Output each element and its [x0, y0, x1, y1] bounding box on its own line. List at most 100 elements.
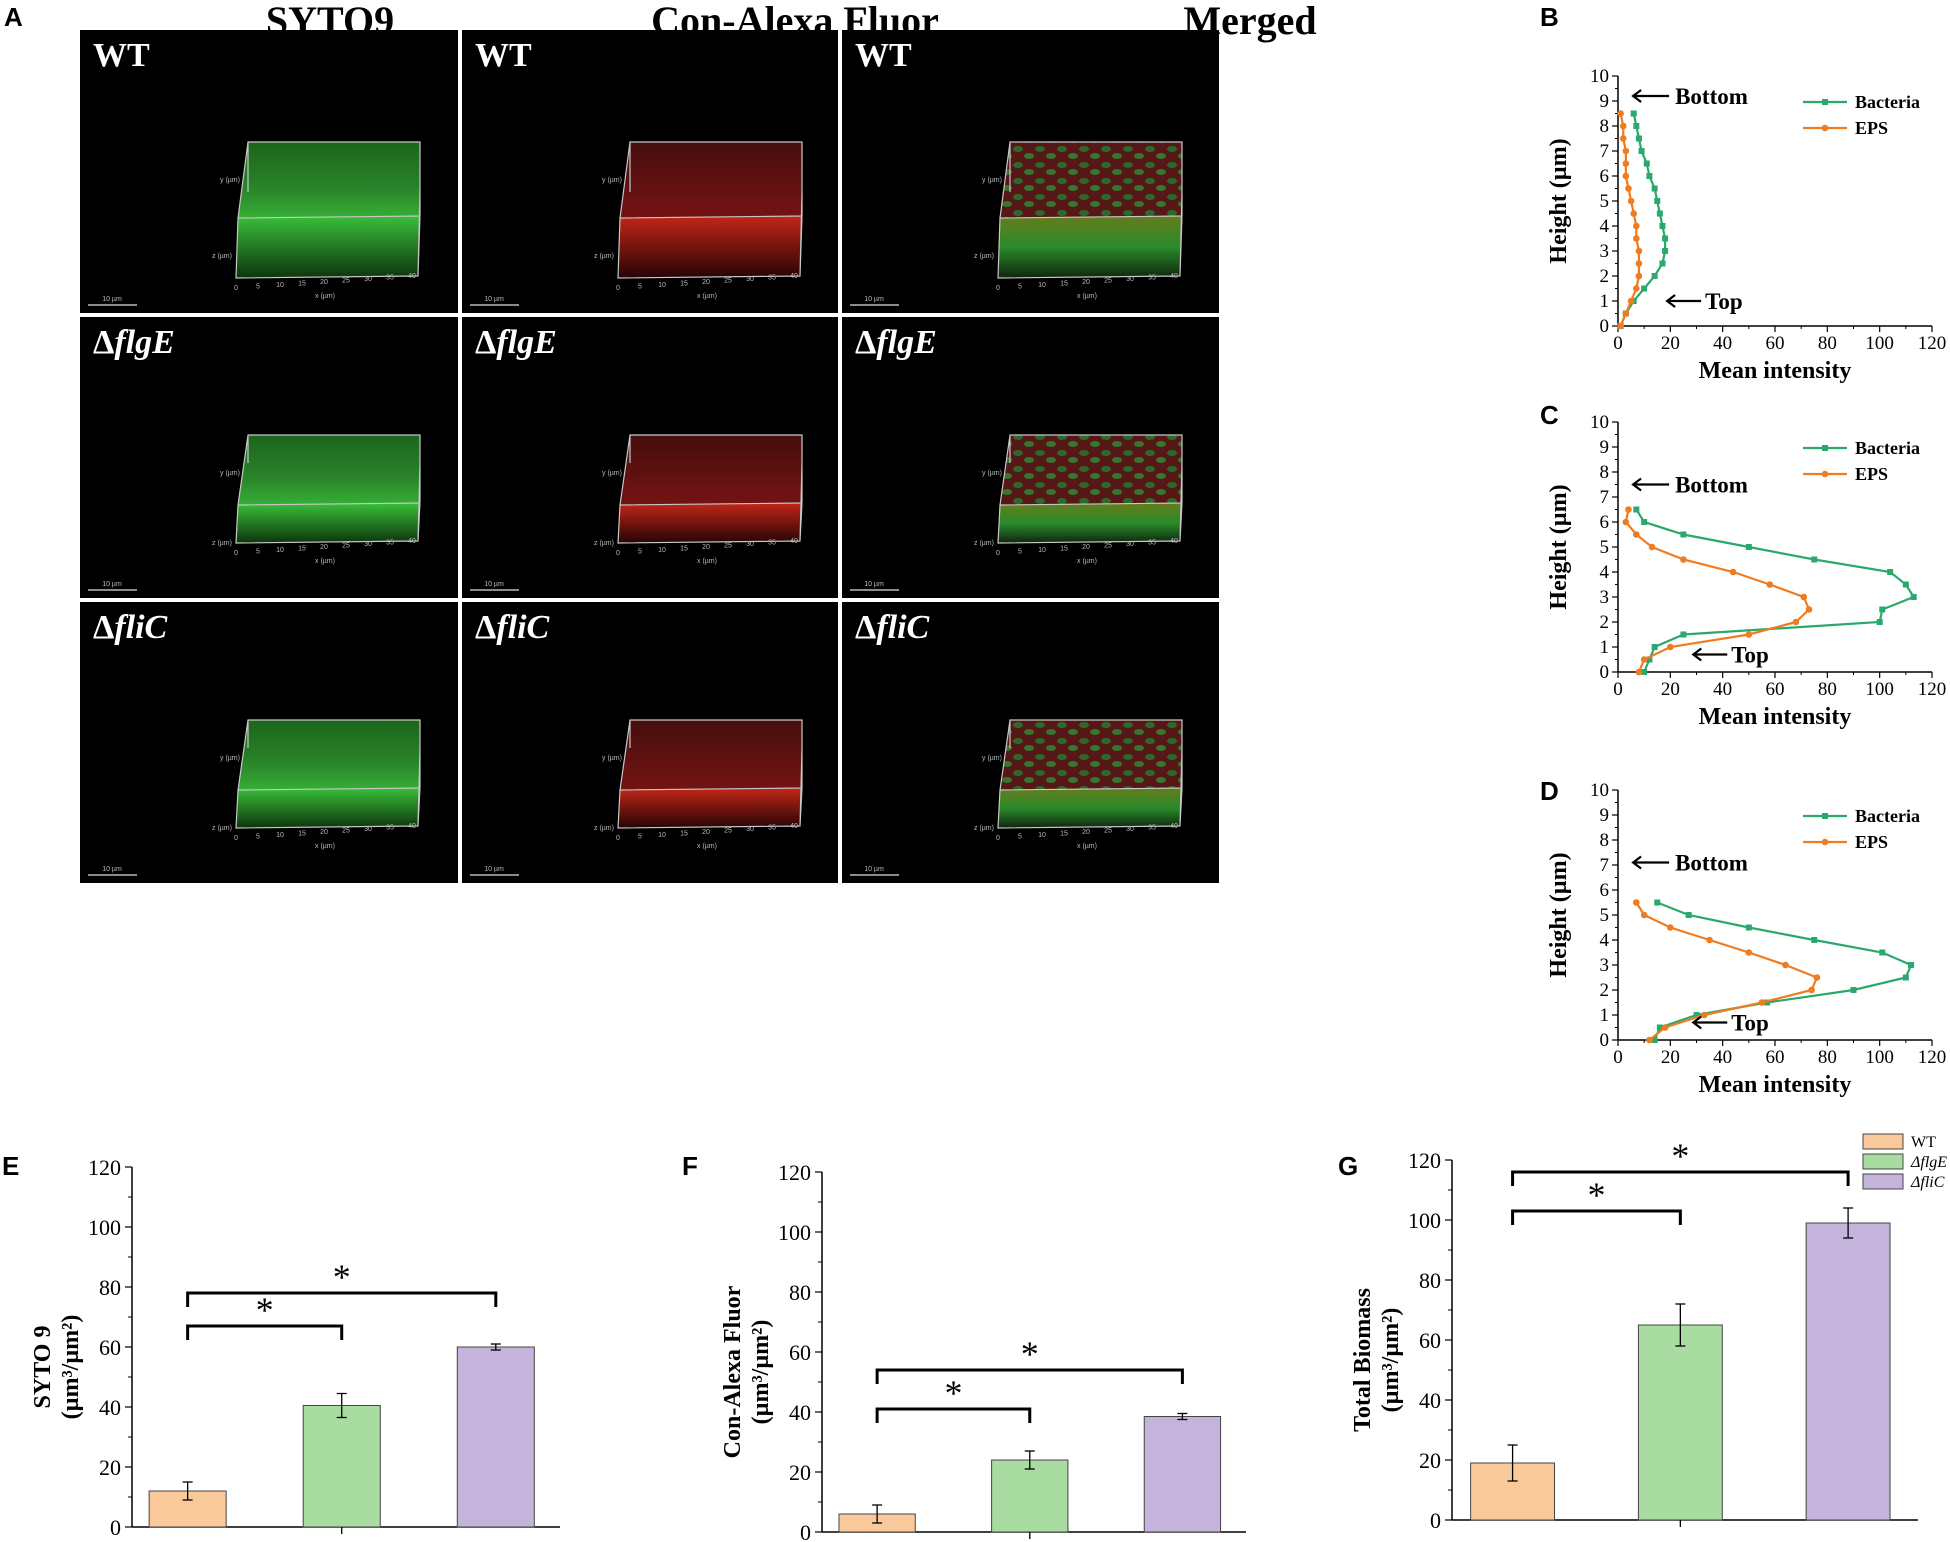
legend-label: Bacteria — [1855, 92, 1920, 112]
bacteria-point — [1633, 506, 1640, 513]
micro-x-tick: 25 — [342, 278, 350, 285]
micro-x-tick: 5 — [638, 284, 642, 291]
bacteria-point — [1745, 544, 1752, 550]
y-tick-label: 10 — [1590, 66, 1609, 87]
strain-prefix: Δ — [475, 609, 496, 646]
micro-x-tick: 40 — [408, 823, 416, 830]
micro-x-tick: 10 — [276, 547, 284, 554]
bacteria-point — [1811, 937, 1818, 943]
micro-x-tick: 20 — [320, 829, 328, 836]
micro-x-tick: 25 — [724, 828, 732, 835]
eps-point — [1766, 581, 1774, 588]
y-tick-label: 0 — [1430, 1508, 1441, 1533]
bacteria-point — [1633, 123, 1640, 129]
x-tick-label: 60 — [1766, 333, 1785, 354]
strain-prefix: Δ — [855, 324, 876, 361]
scale-bar-label: 10 µm — [864, 866, 884, 873]
x-tick-label: 20 — [1661, 1047, 1680, 1068]
legend-marker — [1821, 838, 1829, 846]
scale-bar-label: 10 µm — [864, 581, 884, 588]
eps-point — [1622, 147, 1630, 155]
x-tick-label: 60 — [1766, 679, 1785, 700]
scale-bar: 10 µm — [850, 866, 899, 876]
bacteria-point — [1641, 669, 1648, 675]
y-tick-label: 5 — [1600, 905, 1610, 926]
legend-label: Bacteria — [1855, 438, 1920, 458]
micro-x-tick: 20 — [1082, 279, 1090, 286]
bar-1 — [991, 1459, 1069, 1533]
y-tick-label: 5 — [1600, 537, 1610, 558]
micro-x-tick: 25 — [342, 828, 350, 835]
significance-bracket — [1511, 1170, 1850, 1186]
eps-point — [1622, 172, 1630, 180]
micro-x-tick: 35 — [768, 275, 776, 282]
legend-marker — [1822, 445, 1828, 451]
eps-point — [1648, 543, 1656, 551]
micro-x-tick: 15 — [1060, 831, 1068, 838]
eps-point — [1619, 135, 1627, 142]
annotation-bottom: Bottom — [1675, 851, 1748, 876]
x-tick-label: 0 — [1613, 679, 1623, 700]
bacteria-point — [1659, 260, 1666, 267]
biofilm-top-surface — [1000, 435, 1182, 505]
eps-point — [1622, 518, 1630, 526]
micro-x-tick: 0 — [234, 550, 238, 557]
y-tick-label: 2 — [1600, 612, 1610, 633]
strain-label: ΔfliC — [93, 609, 168, 646]
significance-star: * — [256, 1290, 274, 1330]
y-tick-label: 100 — [88, 1215, 121, 1240]
micro-x-label: x (µm) — [697, 293, 717, 300]
x-tick-label: 120 — [1918, 333, 1947, 354]
strain-prefix: Δ — [475, 324, 496, 361]
micro-x-label: x (µm) — [697, 843, 717, 850]
strain-label: WT — [475, 37, 532, 74]
bacteria-point — [1630, 110, 1637, 117]
biofilm-front-face — [618, 216, 802, 278]
micro-x-label: x (µm) — [1077, 843, 1097, 850]
strain-name: WT — [93, 37, 150, 74]
bacteria-point — [1656, 1024, 1663, 1031]
box-wireframe — [617, 719, 803, 829]
micro-x-tick: 25 — [1104, 828, 1112, 835]
micro-z-label: z (µm) — [974, 825, 994, 832]
eps-point — [1792, 618, 1800, 626]
strain-label: ΔflgE — [93, 324, 175, 361]
x-tick-label: 80 — [1818, 679, 1837, 700]
y-tick-label: 0 — [1600, 1030, 1610, 1051]
y-tick-label: 60 — [1419, 1328, 1441, 1353]
box-wireframe — [617, 434, 803, 544]
micro-x-label: x (µm) — [315, 558, 335, 565]
y-axis-title-line2: (µm³/µm²) — [1378, 1308, 1404, 1413]
micro-x-tick: 10 — [658, 547, 666, 554]
annotation-top: Top — [1731, 1011, 1769, 1036]
bacteria-point — [1910, 594, 1917, 600]
microscopy-grid: y (µm) z (µm) x (µm) 0 5 10 15 20 25 30 35 40 10 µm W… — [80, 30, 1219, 883]
scale-bar-label: 10 µm — [102, 296, 122, 303]
micro-z-label: z (µm) — [212, 825, 232, 832]
micrograph-flge-syto9: y (µm) z (µm) x (µm) 0 5 10 15 20 25 30 35 40 10 µm Δ… — [80, 317, 458, 598]
micro-x-tick: 30 — [364, 276, 372, 283]
bacteria-point — [1641, 285, 1648, 292]
micro-x-tick: 35 — [386, 825, 394, 832]
biofilm-top-surface — [620, 720, 802, 790]
y-tick-label: 9 — [1600, 805, 1610, 826]
bar-2 — [1143, 1416, 1222, 1533]
box-wireframe — [997, 141, 1183, 279]
micro-x-tick: 20 — [1082, 829, 1090, 836]
legend-label: ΔflgE — [1910, 1154, 1947, 1171]
micro-x-tick: 30 — [746, 276, 754, 283]
micro-x-label: x (µm) — [697, 558, 717, 565]
micrograph-flic-con-alexa: y (µm) z (µm) x (µm) 0 5 10 15 20 25 30 35 40 10 µm Δ… — [462, 602, 838, 883]
micro-x-tick: 10 — [1038, 547, 1046, 554]
y-tick-label: 0 — [800, 1520, 811, 1542]
micro-y-label: y (µm) — [220, 470, 240, 477]
micro-x-tick: 40 — [408, 538, 416, 545]
y-tick-label: 100 — [778, 1220, 811, 1245]
y-axis-title: Height (µm) — [1546, 484, 1572, 609]
y-tick-label: 3 — [1600, 587, 1610, 608]
biofilm-top-surface — [1000, 720, 1182, 790]
y-tick-label: 2 — [1600, 980, 1610, 1001]
scale-bar: 10 µm — [850, 296, 899, 306]
y-tick-label: 4 — [1600, 562, 1610, 583]
